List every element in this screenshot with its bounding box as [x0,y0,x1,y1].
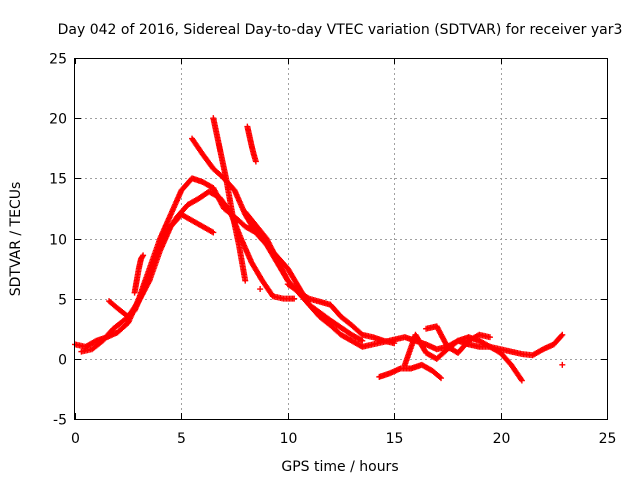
y-tick-label: 20 [49,112,67,128]
y-tick-label: -5 [53,413,67,429]
data-point [210,229,217,236]
x-tick-label: 5 [177,431,186,447]
data-points [72,115,566,384]
series-arc-4 [131,252,147,296]
plot-frame [74,58,608,420]
x-axis-label: GPS time / hours [281,459,398,475]
data-point [559,361,566,368]
data-point [252,158,259,165]
y-tick-label: 0 [58,353,67,369]
data-point [359,337,366,344]
data-point [291,295,298,302]
series-arc-13 [257,286,264,293]
data-point [518,377,525,384]
data-point [242,277,249,284]
x-tick-label: 20 [493,431,511,447]
grid [75,58,607,419]
chart-title: Day 042 of 2016, Sidereal Day-to-day VTE… [58,22,623,38]
series-arc-12 [423,323,493,356]
series-arc-14 [559,361,566,368]
data-point [436,374,443,381]
data-point [304,294,311,301]
y-tick-label: 25 [49,52,67,68]
data-point [391,340,398,347]
series-arc-9 [284,281,398,347]
x-tick-label: 0 [71,431,80,447]
series-arc-6 [210,115,249,284]
x-tick-label: 25 [599,431,617,447]
y-tick-label: 10 [49,233,67,249]
series-arc-8 [242,209,366,344]
series-arc-2 [78,188,298,355]
data-point [139,253,146,260]
data-point [558,332,565,339]
y-tick-label: 15 [49,172,67,188]
data-point [140,252,147,259]
series-arc-1 [72,175,566,359]
series-arc-11 [401,331,525,384]
data-point [438,375,445,382]
x-tick-label: 15 [386,431,404,447]
series-arc-10 [376,361,445,382]
data-point [257,286,264,293]
y-axis-label: SDTVAR / TECUs [8,182,24,297]
series-arc-7 [244,123,259,165]
x-tick-label: 10 [280,431,298,447]
series-arc-3 [106,211,217,320]
data-point [486,334,493,341]
y-tick-label: 5 [58,293,67,309]
data-point [559,331,566,338]
